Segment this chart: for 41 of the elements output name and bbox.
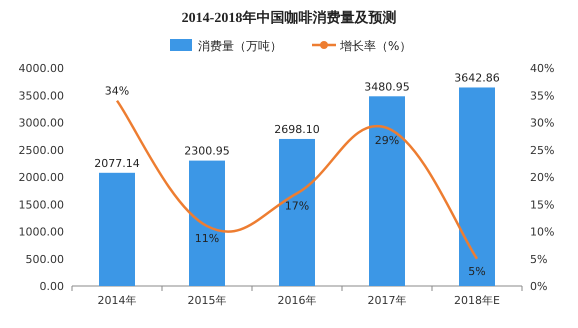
y-tick-label: 3500.00 <box>18 89 64 102</box>
y-tick-label: 2500.00 <box>18 144 64 157</box>
y2-tick-label: 40% <box>530 62 554 75</box>
data-label: 17% <box>284 199 310 212</box>
y2-tick-label: 20% <box>530 171 554 184</box>
y2-tick-label: 35% <box>530 89 554 102</box>
bar <box>189 160 225 286</box>
data-label: 11% <box>194 232 220 246</box>
x-tick-label: 2015年 <box>188 294 226 307</box>
legend-label: 消费量（万吨） <box>198 39 282 53</box>
y2-tick-label: 10% <box>530 226 554 238</box>
y2-tick-label: 0% <box>530 280 548 293</box>
data-label: 3480.95 <box>364 80 410 94</box>
y-tick-label: 1500.00 <box>18 198 64 212</box>
data-label: 3642.86 <box>454 71 500 84</box>
x-tick-label: 2018年E <box>454 294 500 307</box>
bar <box>459 87 495 286</box>
data-label: 34% <box>104 84 130 98</box>
y2-tick-label: 25% <box>530 144 554 157</box>
y2-tick-label: 15% <box>530 198 554 212</box>
data-label: 2300.95 <box>184 144 230 158</box>
x-tick-label: 2017年 <box>368 294 406 307</box>
legend-label: 增长率（%） <box>339 39 412 53</box>
bar <box>279 138 315 286</box>
y-tick-label: 1000.00 <box>18 226 64 238</box>
x-tick-label: 2016年 <box>278 294 316 307</box>
y-tick-label: 500.00 <box>26 252 64 266</box>
data-label: 29% <box>374 134 400 147</box>
y-tick-label: 3000.00 <box>18 116 64 130</box>
y-tick-label: 0.00 <box>40 280 64 293</box>
y2-tick-label: 30% <box>530 116 554 130</box>
y2-tick-label: 5% <box>530 252 548 266</box>
y-tick-label: 2000.00 <box>18 171 64 184</box>
data-label: 2077.14 <box>94 156 140 170</box>
data-label: 2698.10 <box>274 122 320 136</box>
y-tick-label: 4000.00 <box>18 62 64 75</box>
data-label: 5% <box>468 264 486 278</box>
chart-title: 2014-2018年中国咖啡消费量及预测 <box>182 10 396 26</box>
bar <box>99 172 135 286</box>
x-tick-label: 2014年 <box>98 294 136 307</box>
bar <box>369 96 405 286</box>
